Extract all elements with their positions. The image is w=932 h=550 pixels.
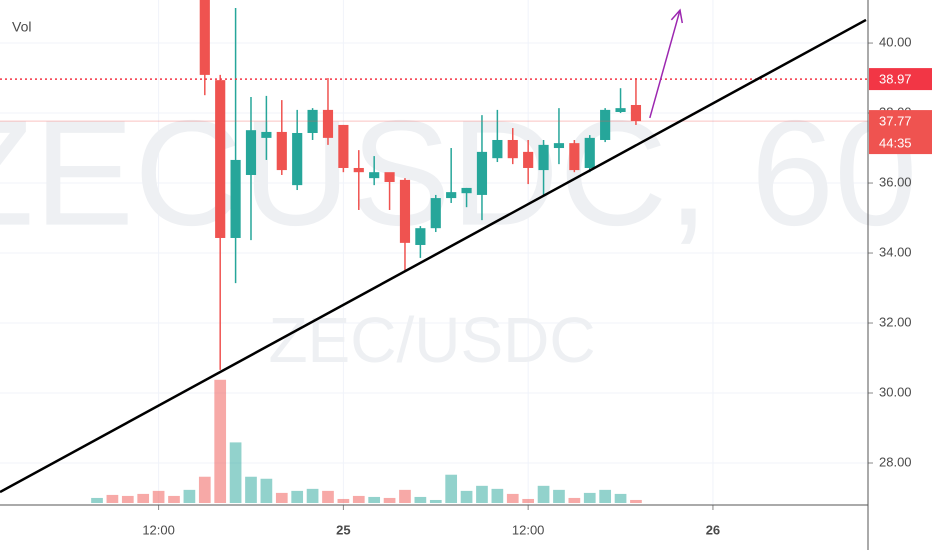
- candle-body: [446, 192, 457, 199]
- volume-bar: [337, 498, 350, 503]
- arrow-head: [670, 8, 684, 24]
- candle-body: [538, 144, 549, 171]
- volume-bar: [106, 494, 119, 503]
- trendline: [0, 18, 867, 494]
- candle-body: [523, 151, 534, 168]
- y-tick-label: 36.00: [879, 174, 912, 189]
- volume-bar: [522, 498, 535, 503]
- volume-bar: [506, 493, 519, 503]
- candle-body: [476, 151, 488, 195]
- candle-body: [430, 198, 441, 229]
- candle-body: [584, 137, 595, 168]
- x-tick-label: 12:00: [142, 522, 175, 537]
- alert-label: 38.97: [879, 72, 912, 87]
- alert-label-bg: [869, 68, 932, 91]
- volume-bar: [476, 485, 488, 503]
- candle-body: [461, 187, 472, 194]
- x-tick-label: 26: [706, 522, 720, 537]
- volume-bar: [275, 492, 288, 503]
- last-price-label: 37.77: [879, 114, 912, 129]
- y-tick-label: 34.00: [879, 244, 912, 259]
- volume-bar: [599, 489, 612, 503]
- volume-bar: [491, 488, 504, 503]
- candle-body: [215, 80, 226, 238]
- candle-body: [615, 108, 626, 112]
- y-tick-label: 30.00: [879, 384, 912, 399]
- volume-bar: [614, 493, 627, 503]
- candle-body: [261, 131, 272, 138]
- volume-bar: [291, 490, 304, 503]
- countdown-label: 44:35: [879, 136, 912, 151]
- candle-body: [199, 0, 210, 75]
- volume-bar: [553, 489, 565, 503]
- volume-bar: [168, 495, 180, 503]
- last-price-bg: [869, 110, 932, 155]
- watermark-sub: ZEC/USDC: [268, 304, 595, 376]
- volume-bar: [121, 495, 134, 503]
- volume-bar: [306, 488, 319, 503]
- volume-bar: [214, 379, 227, 503]
- candle-body: [630, 104, 642, 122]
- candle-body: [369, 172, 380, 179]
- volume-bar: [183, 489, 196, 503]
- candle-body: [322, 109, 334, 138]
- volume-bar: [322, 490, 334, 503]
- volume-bar: [91, 497, 103, 503]
- candle-body: [307, 109, 318, 133]
- candle-body: [507, 139, 518, 159]
- volume-bar: [429, 499, 442, 503]
- volume-bar: [583, 492, 596, 503]
- candle-body: [553, 143, 565, 149]
- volume-bar: [245, 476, 257, 503]
- candle-body: [415, 228, 426, 245]
- volume-bar: [368, 496, 381, 503]
- y-tick-label: 28.00: [879, 454, 912, 469]
- arrow: [649, 9, 681, 119]
- watermark: ZECUSDC, 60: [0, 89, 918, 257]
- volume-bar: [414, 496, 427, 503]
- volume-bar: [630, 499, 642, 503]
- candle-body: [353, 167, 364, 173]
- volume-bar: [399, 489, 411, 503]
- volume-bar: [568, 497, 581, 503]
- candle-body: [245, 130, 257, 175]
- candle-body: [338, 124, 349, 168]
- y-tick-label: 40.00: [879, 34, 912, 49]
- candle-body: [492, 139, 503, 159]
- volume-bar: [260, 478, 273, 503]
- volume-bar: [137, 493, 150, 503]
- candle-body: [384, 172, 395, 182]
- y-tick-label: 32.00: [879, 314, 912, 329]
- volume-bar: [198, 476, 211, 503]
- x-tick-label: 12:00: [512, 522, 545, 537]
- volume-bar: [152, 490, 165, 503]
- volume-bar: [445, 474, 458, 503]
- candle-body: [292, 132, 303, 186]
- x-tick-label: 25: [336, 522, 350, 537]
- candle-body: [230, 159, 241, 238]
- volume-bar: [460, 490, 473, 503]
- volume-bar: [383, 497, 396, 503]
- volume-label: Vol: [12, 19, 31, 35]
- candle-body: [600, 109, 611, 140]
- volume-bar: [352, 495, 365, 503]
- candle-body: [569, 143, 580, 171]
- candle-body: [399, 179, 411, 243]
- candle-body: [276, 131, 287, 171]
- volume-bar: [537, 485, 550, 503]
- volume-bar: [229, 442, 242, 503]
